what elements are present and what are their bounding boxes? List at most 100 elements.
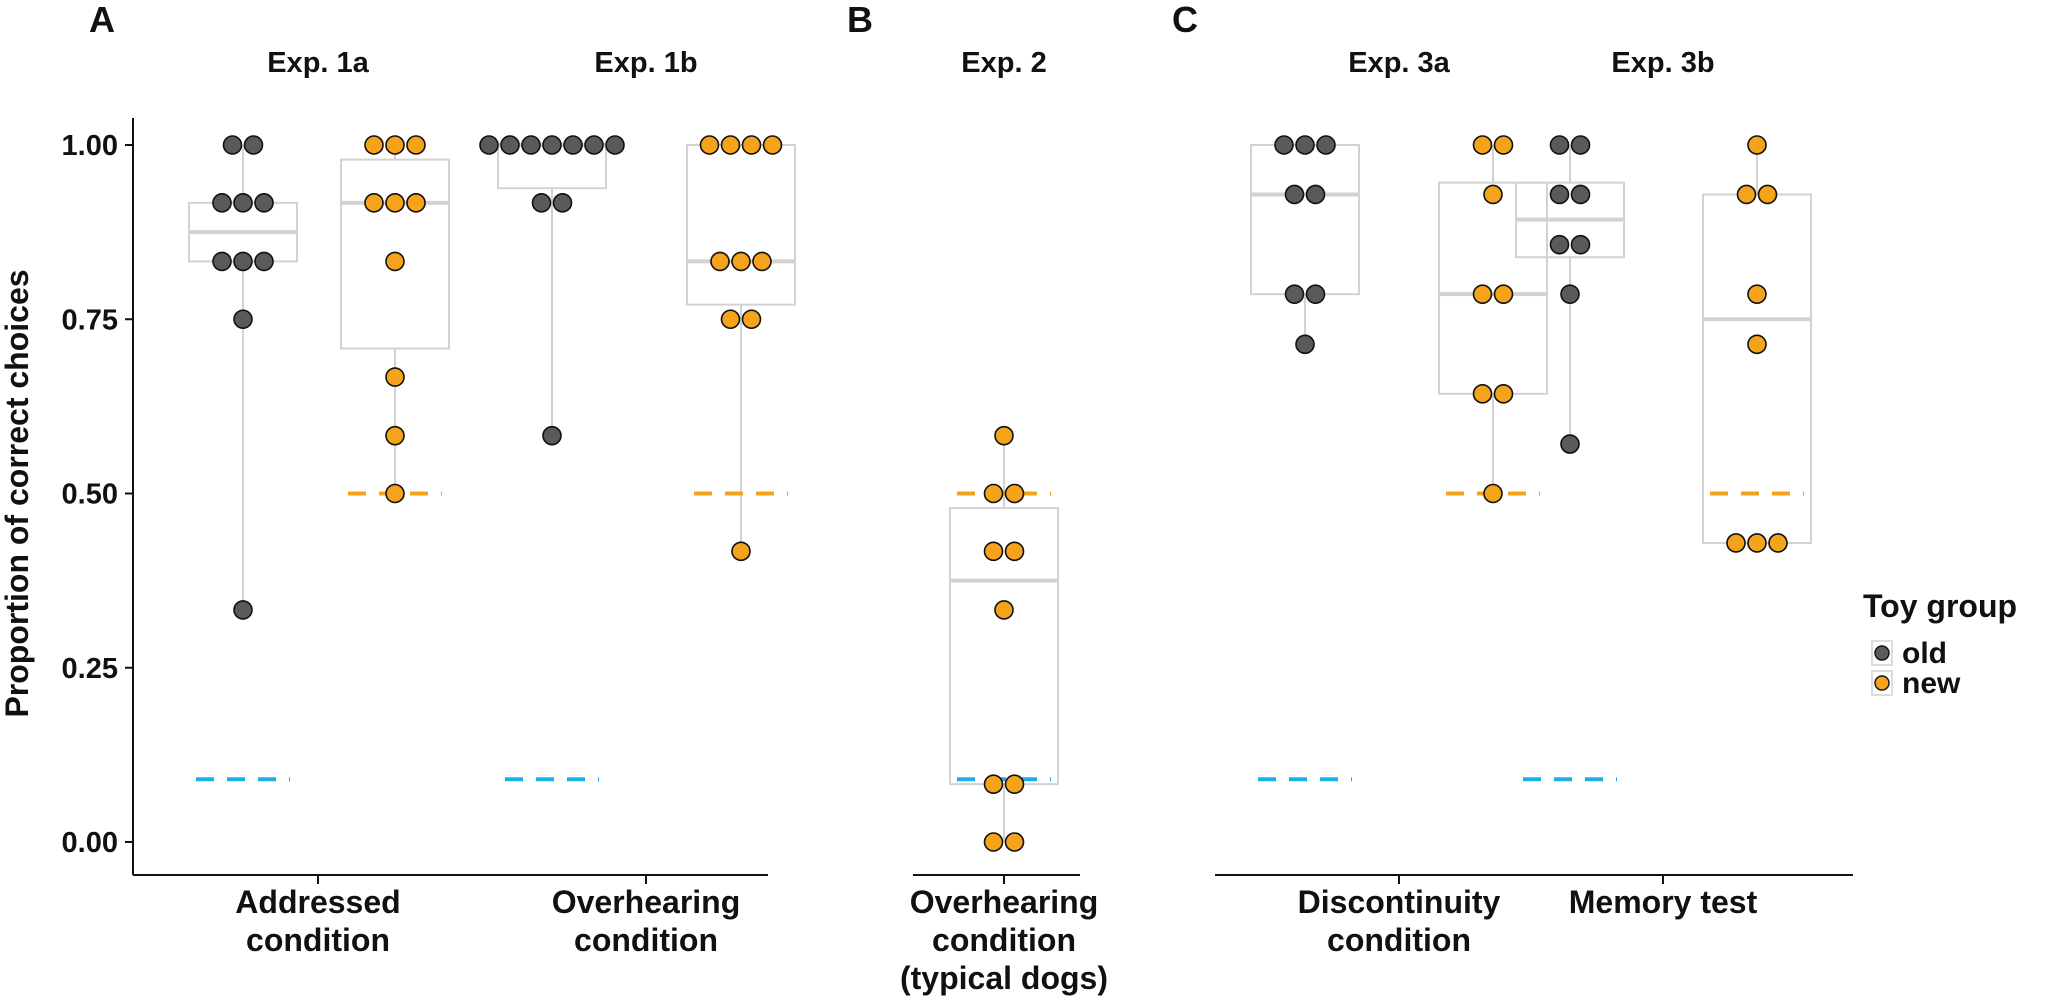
data-point (254, 193, 274, 213)
data-point (1305, 284, 1326, 304)
data-point (243, 135, 264, 155)
data-point (741, 309, 762, 330)
data-point (385, 135, 405, 155)
data-point (994, 425, 1014, 446)
data-point (720, 309, 741, 330)
data-point (752, 251, 772, 272)
y-tick-label: 0.75 (62, 304, 118, 336)
data-point (406, 193, 426, 213)
data-point (1316, 135, 1336, 155)
data-point (1004, 832, 1025, 852)
data-point (762, 135, 783, 155)
data-point (1570, 135, 1591, 155)
data-point (1747, 533, 1767, 553)
category-label: Memory test (1569, 884, 1758, 920)
data-point (1493, 284, 1514, 304)
category-label: Overhearing (910, 884, 1099, 920)
data-point (1284, 184, 1305, 205)
data-point (385, 367, 405, 387)
data-point (983, 483, 1004, 504)
data-point (1004, 774, 1025, 794)
data-point (584, 135, 604, 155)
data-point (222, 135, 243, 155)
box-body (1702, 193, 1812, 544)
category-label: Addressed (235, 884, 400, 920)
data-point (233, 309, 253, 330)
data-point (1472, 384, 1493, 404)
data-point (1004, 541, 1025, 562)
experiment-title: Exp. 1b (594, 47, 697, 79)
box-body (686, 144, 796, 306)
data-point (741, 135, 762, 155)
category-label: condition (246, 922, 390, 958)
data-point (385, 483, 405, 504)
data-point (1560, 434, 1580, 454)
experiment-title: Exp. 2 (961, 47, 1046, 79)
data-point (1757, 184, 1778, 205)
data-point (385, 251, 405, 272)
panel-letter-a: A (89, 0, 115, 40)
category-label: Overhearing (552, 884, 741, 920)
data-point (385, 193, 405, 213)
legend-label: old (1902, 637, 1947, 670)
panel-letter-b: B (847, 0, 873, 40)
y-tick-label: 0.00 (62, 827, 118, 859)
data-point (731, 541, 751, 562)
data-point (1726, 533, 1746, 553)
data-point (542, 135, 562, 155)
data-point (1295, 135, 1315, 155)
data-point (983, 832, 1004, 852)
y-tick-label: 0.25 (62, 653, 118, 685)
data-point (521, 135, 541, 155)
data-point (1284, 284, 1305, 304)
data-point (1483, 483, 1503, 504)
data-point (983, 774, 1004, 794)
data-point (542, 425, 562, 446)
y-tick-label: 1.00 (62, 130, 118, 162)
data-point (1295, 334, 1315, 355)
data-point (1570, 234, 1591, 255)
data-point (1483, 184, 1503, 205)
category-label: condition (574, 922, 718, 958)
legend-label: new (1902, 667, 1961, 700)
experiment-title: Exp. 1a (267, 47, 369, 79)
data-point (994, 600, 1014, 620)
y-tick-label: 0.50 (62, 479, 118, 511)
data-point (406, 135, 426, 155)
data-point (720, 135, 741, 155)
data-point (1472, 284, 1493, 304)
data-point (1493, 384, 1514, 404)
experiment-title: Exp. 3b (1611, 47, 1714, 79)
data-point (212, 193, 232, 213)
data-point (254, 251, 274, 272)
category-label: Discontinuity (1298, 884, 1501, 920)
data-point (1549, 135, 1570, 155)
data-point (605, 135, 625, 155)
data-point (1004, 483, 1025, 504)
data-point (1768, 533, 1788, 553)
y-axis-label: Proportion of correct choices (0, 269, 35, 717)
legend-title: Toy group (1863, 588, 2017, 624)
data-point (983, 541, 1004, 562)
box-body (1250, 144, 1360, 296)
box-body (1438, 181, 1548, 395)
data-point (731, 251, 751, 272)
data-point (1274, 135, 1294, 155)
data-point (1493, 135, 1514, 155)
data-point (364, 193, 384, 213)
data-point (552, 193, 573, 213)
data-point (563, 135, 583, 155)
data-point (1549, 234, 1570, 255)
data-point (1747, 334, 1767, 355)
data-point (385, 425, 405, 446)
data-point (500, 135, 520, 155)
box-body (340, 158, 450, 350)
data-point (1736, 184, 1757, 205)
experiment-title: Exp. 3a (1348, 47, 1450, 79)
category-label: condition (1327, 922, 1471, 958)
category-label: (typical dogs) (900, 960, 1108, 996)
data-point (531, 193, 552, 213)
data-point (212, 251, 232, 272)
data-point (1570, 184, 1591, 205)
legend-swatch-new (1874, 675, 1890, 691)
